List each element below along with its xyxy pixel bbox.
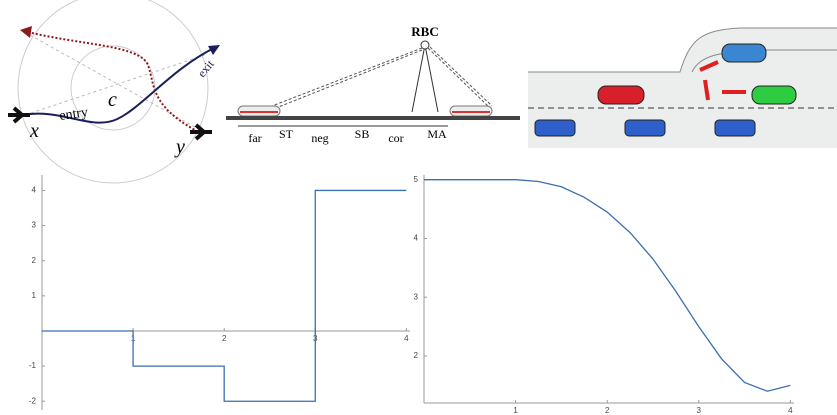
x-tick-label: 4 [788,406,793,415]
plane-icon [8,108,30,122]
segment-label: far [248,131,261,145]
car [535,120,575,136]
y-tick-label: 3 [32,221,37,230]
label: exit [195,57,218,80]
car [598,86,644,104]
segment-label: neg [311,131,328,145]
solid-path [22,48,214,123]
car [752,86,796,104]
y-tick-label: 5 [414,175,419,184]
line-series [424,180,790,392]
antenna [421,41,429,49]
y-tick-label: -2 [29,396,37,405]
plane-icon [190,125,212,139]
tower [425,45,438,112]
x-tick-label: 4 [404,334,409,343]
train-stripe [240,111,278,113]
label: c [108,89,117,111]
road [528,72,837,148]
y-tick-label: 1 [32,291,37,300]
y-tick-label: 4 [414,234,419,243]
link [430,47,492,106]
train-panel: RBC far ST neg SB cor MA [226,24,520,145]
link [276,50,422,108]
y-tick-label: 2 [414,351,419,360]
segment-label: cor [388,131,403,145]
link [272,48,422,106]
y-tick-label: -1 [29,361,37,370]
x-tick-label: 3 [697,406,702,415]
track [226,116,520,120]
figure: x entry c exit y RBC far ST neg SB cor M… [0,0,837,415]
tower [412,45,425,112]
car [722,44,766,62]
x-tick-label: 1 [513,406,518,415]
link [428,48,488,106]
segment-label: MA [427,127,447,141]
segment-label: SB [355,127,370,141]
path-panel: x entry c exit y [8,0,220,183]
tower-label: RBC [411,24,438,39]
segment-label: ST [279,127,294,141]
x-tick-label: 2 [222,334,227,343]
arrow [20,26,32,38]
road-panel [528,28,837,148]
label: y [174,136,185,158]
y-tick-label: 3 [414,292,419,301]
y-tick-label: 2 [32,256,37,265]
car [715,120,755,136]
x-tick-label: 2 [605,406,610,415]
label: x [29,120,39,142]
y-tick-label: 4 [32,186,37,195]
train-stripe [452,111,490,113]
car [625,120,665,136]
line-series [42,190,406,401]
